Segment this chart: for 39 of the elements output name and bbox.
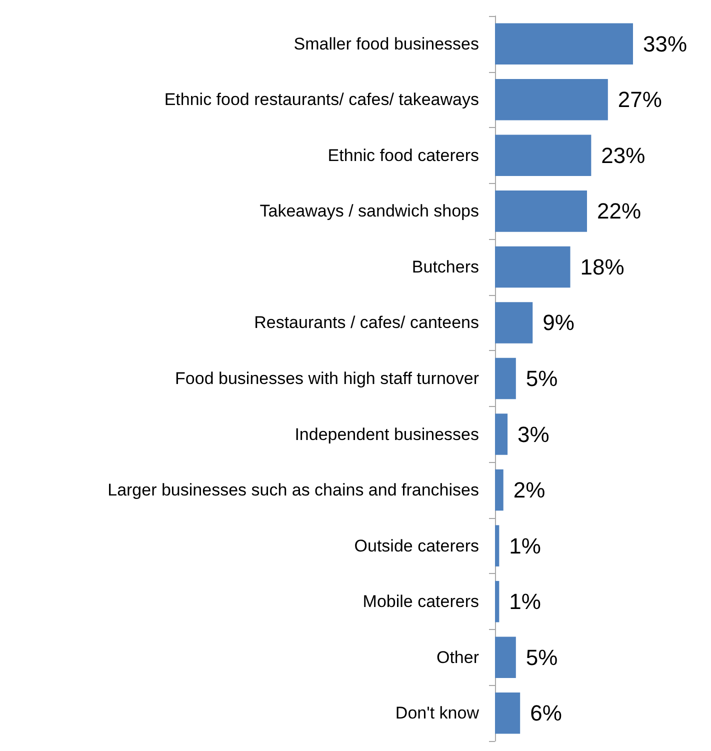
bar [495,246,570,288]
y-tick-label: Takeaways / sandwich shops [260,202,479,221]
y-tick-label: Ethnic food restaurants/ cafes/ takeaways [164,90,479,110]
bar [495,636,516,678]
data-label: 23% [601,142,646,168]
y-tick-label: Butchers [412,257,479,276]
data-label: 22% [597,198,642,224]
y-tick-label: Other [436,648,480,667]
y-tick-label: Mobile caterers [362,592,479,612]
bar [495,580,500,622]
bar [495,414,508,455]
y-tick-label: Ethnic food caterers [328,146,479,165]
bar [495,469,504,511]
y-tick-label: Don't know [395,704,480,723]
y-tick-label: Independent businesses [294,424,479,444]
bar [495,692,520,734]
data-label: 33% [643,31,688,56]
bar [495,525,500,566]
bar [495,358,516,400]
bar [495,23,633,65]
data-label: 1% [509,533,541,558]
data-label: 2% [513,478,546,503]
y-tick-label: Restaurants / cafes/ canteens [254,313,479,332]
data-label: 5% [526,644,558,670]
y-tick-label: Food businesses with high staff turnover [175,369,480,388]
y-tick-label: Smaller food businesses [294,34,479,54]
data-label: 9% [542,310,574,336]
data-label: 1% [509,589,541,614]
y-tick-label: Larger businesses such as chains and franchises [108,480,479,500]
bar [495,134,592,176]
y-tick-label: Outside caterers [354,536,479,556]
data-label: 3% [518,422,550,447]
bar [495,79,608,120]
data-label: 6% [530,700,562,726]
data-label: 5% [526,366,558,391]
bar [495,302,533,344]
data-label: 18% [580,254,624,280]
bar [495,190,587,232]
data-label: 27% [618,87,662,112]
